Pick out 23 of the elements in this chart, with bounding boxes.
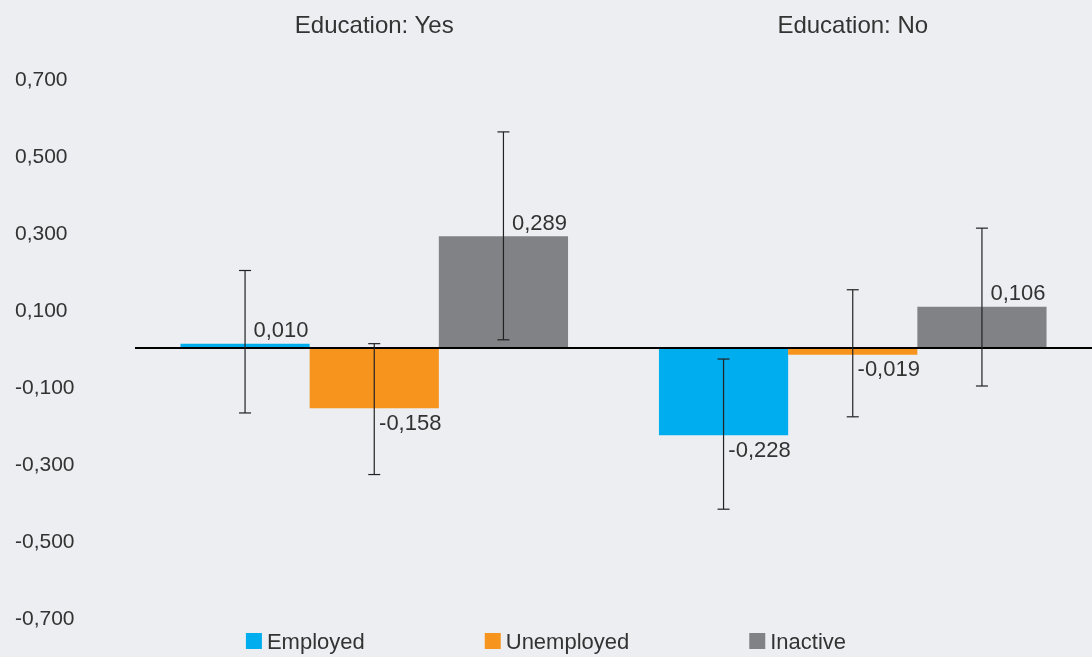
- data-label: 0,106: [990, 280, 1046, 306]
- y-tick-label: 0,500: [15, 143, 68, 167]
- x-tick-label: Education: No: [777, 10, 929, 38]
- data-label: -0,228: [728, 436, 791, 462]
- y-tick-label: 0,100: [15, 297, 68, 321]
- legend-label: Employed: [266, 628, 365, 654]
- data-label: 0,010: [253, 317, 309, 343]
- y-tick-label: -0,500: [15, 528, 75, 552]
- y-tick-label: -0,300: [15, 451, 75, 475]
- y-tick-label: 0,700: [15, 66, 68, 90]
- legend-label: Inactive: [770, 628, 847, 654]
- x-tick-label: Education: Yes: [294, 10, 454, 38]
- y-tick-label: 0,300: [15, 220, 68, 244]
- bar: [917, 306, 1047, 348]
- y-tick-label: -0,700: [15, 605, 75, 629]
- data-label: -0,019: [857, 356, 920, 382]
- data-label: 0,289: [511, 209, 567, 235]
- data-label: -0,158: [379, 409, 442, 435]
- legend-label: Unemployed: [505, 628, 630, 654]
- bar: [438, 236, 569, 348]
- bar: [658, 347, 789, 436]
- y-tick-label: -0,100: [15, 374, 75, 398]
- bar: [309, 347, 439, 409]
